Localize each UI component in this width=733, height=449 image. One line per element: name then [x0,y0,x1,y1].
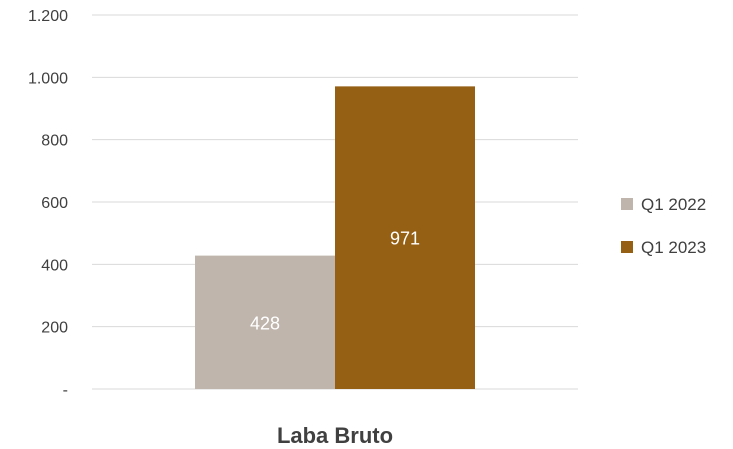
legend: Q1 2022 Q1 2023 [621,195,706,257]
y-tick-label: 800 [41,133,68,150]
y-tick-label: 200 [41,320,68,337]
legend-label: Q1 2022 [641,195,706,214]
x-axis: Laba Bruto [277,423,393,448]
legend-swatch [621,241,633,253]
y-tick-label: 400 [41,257,68,274]
y-tick-label: 600 [41,195,68,212]
legend-swatch [621,198,633,210]
data-label: 428 [250,313,280,333]
bar-q1-2023 [335,86,475,389]
bars: 428 971 [195,86,475,389]
y-axis: - 200 400 600 800 1.000 1.200 [28,8,68,399]
y-tick-label: - [63,382,68,399]
bar-q1-2022 [195,255,335,389]
legend-label: Q1 2023 [641,238,706,257]
y-tick-label: 1.000 [28,70,68,87]
data-label: 971 [390,229,420,249]
x-category-label: Laba Bruto [277,423,393,448]
y-tick-label: 1.200 [28,8,68,25]
